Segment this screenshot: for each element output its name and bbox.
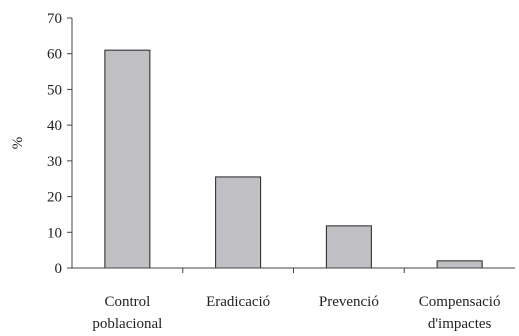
bar xyxy=(215,176,262,269)
bar xyxy=(436,260,483,269)
x-category-label: Eradicació xyxy=(206,294,270,310)
bar xyxy=(325,225,372,269)
y-tick-label: 30 xyxy=(47,154,62,170)
x-category-label: Compensació xyxy=(419,294,501,310)
y-tick-label: 70 xyxy=(47,11,62,27)
y-tick-label: 10 xyxy=(47,225,62,241)
x-category-label: poblacional xyxy=(92,316,162,332)
y-tick-label: 0 xyxy=(55,261,63,277)
y-tick-label: 20 xyxy=(47,190,62,206)
bar xyxy=(104,49,151,269)
y-axis-ticks: 0 10 20 30 40 50 60 70 xyxy=(47,11,72,277)
x-category-label: Control xyxy=(104,294,150,310)
x-category-label: d'impactes xyxy=(428,316,492,332)
y-axis-title: % xyxy=(10,137,26,150)
bars xyxy=(104,49,483,269)
y-tick-label: 50 xyxy=(47,82,62,98)
y-tick-label: 40 xyxy=(47,118,62,134)
y-tick-label: 60 xyxy=(47,47,62,63)
x-category-label: Prevenció xyxy=(319,294,379,310)
x-axis-labels: Control poblacional Eradicació Prevenció Com… xyxy=(92,268,500,332)
